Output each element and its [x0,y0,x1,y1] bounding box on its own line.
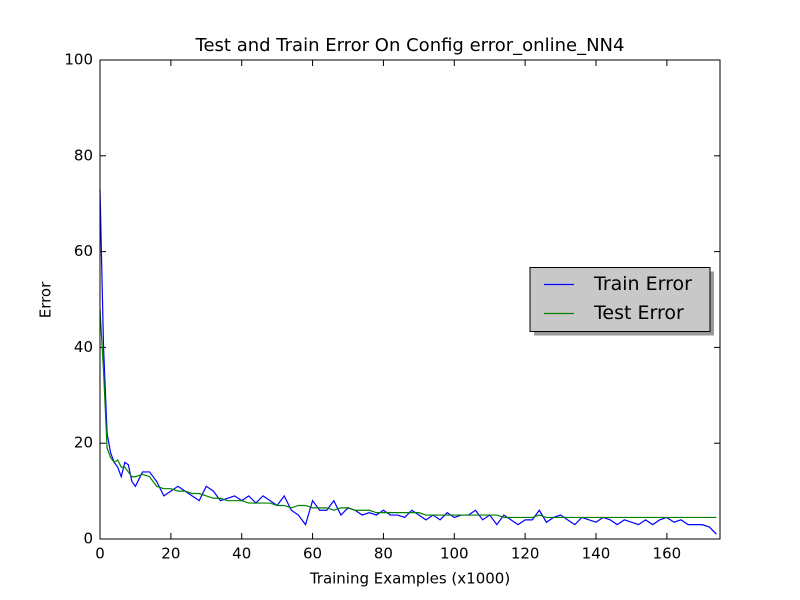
legend-label: Test Error [593,302,684,324]
x-tick-label: 60 [303,545,322,563]
y-tick-label: 80 [74,146,93,164]
legend-box [529,267,711,332]
y-tick-label: 0 [83,530,93,548]
chart-title: Test and Train Error On Config error_onl… [195,35,625,56]
y-tick-label: 100 [64,51,93,69]
x-tick-label: 40 [232,545,251,563]
x-tick-label: 100 [440,545,469,563]
x-tick-label: 20 [161,545,180,563]
y-tick-label: 60 [74,242,93,260]
plot-frame [99,59,721,540]
y-tick-label: 40 [74,338,93,356]
y-axis-label: Error [37,281,55,318]
x-tick-label: 140 [582,545,611,563]
y-tick-label: 20 [74,434,93,452]
x-tick-label: 120 [511,545,540,563]
legend-label: Train Error [593,273,692,295]
x-tick-label: 160 [653,545,682,563]
x-tick-label: 0 [95,545,105,563]
x-axis-label: Training Examples (x1000) [309,570,510,588]
x-tick-label: 80 [374,545,393,563]
series-line [99,309,717,519]
